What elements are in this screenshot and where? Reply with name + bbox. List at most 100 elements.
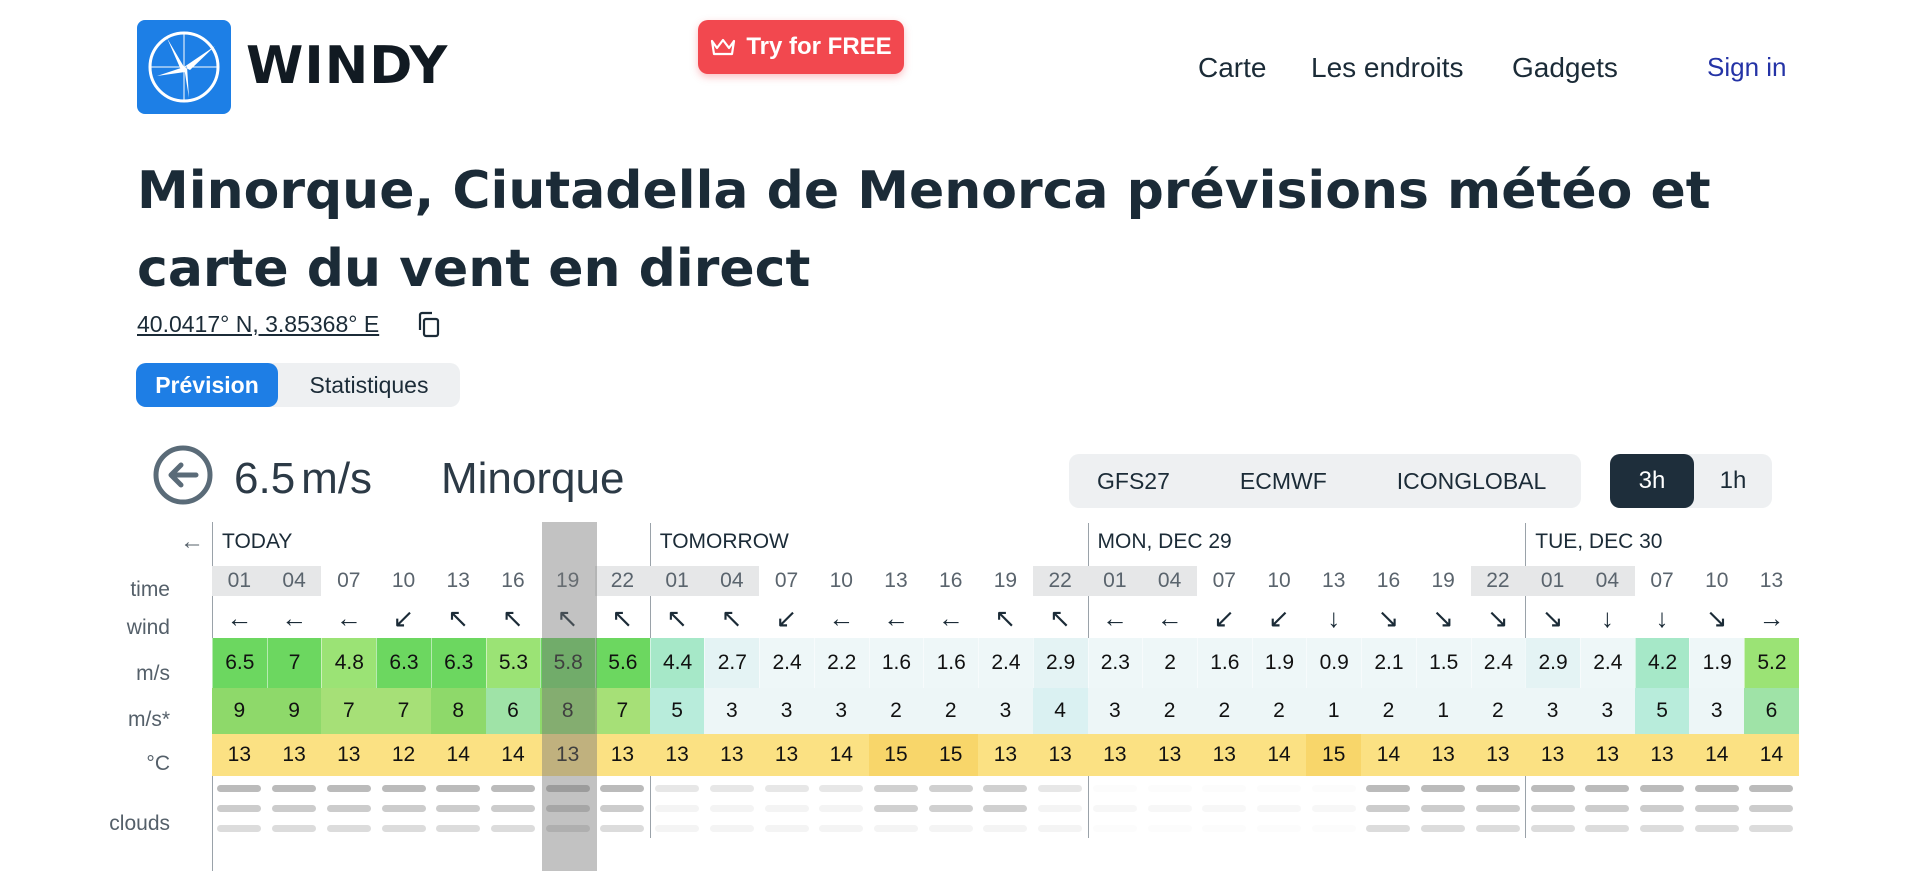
- temperature-cell: 13: [759, 734, 814, 776]
- wind-gust-cell: 6: [1744, 688, 1799, 734]
- cloud-cover-cell: [431, 778, 486, 838]
- wind-gust-cell: 5: [649, 688, 705, 734]
- temperature-cell: 13: [704, 734, 760, 776]
- cloud-layer: [1147, 804, 1192, 812]
- step-3h[interactable]: 3h: [1610, 454, 1694, 508]
- tab-prevision[interactable]: Prévision: [136, 363, 278, 407]
- wind-gust-cell: 2: [1251, 688, 1307, 734]
- wind-gust-cell: 3: [704, 688, 760, 734]
- day-label: TOMORROW: [659, 530, 789, 553]
- cloud-cover-cell: [704, 778, 759, 838]
- cloud-layer: [709, 804, 754, 812]
- hour-cell: 01: [649, 566, 705, 596]
- wind-arrow-icon: ↖: [1049, 603, 1072, 633]
- hour-cell: 07: [1212, 569, 1236, 592]
- hour-cell: 13: [1322, 569, 1346, 592]
- wind-speed-cell: 4.8: [321, 638, 377, 688]
- cloud-layer: [490, 804, 535, 812]
- day-label: MON, DEC 29: [1097, 530, 1232, 553]
- wind-arrow-icon: ↓: [1655, 603, 1669, 633]
- nav-gadgets[interactable]: Gadgets: [1512, 52, 1618, 83]
- model-gfs27[interactable]: GFS27: [1097, 467, 1170, 494]
- cloud-cover-cell: [267, 778, 322, 838]
- try-for-free-button[interactable]: Try for FREE: [698, 20, 904, 74]
- temperature-cell: 15: [868, 734, 924, 776]
- cloud-cover-cell: [1525, 778, 1580, 838]
- cloud-layer: [1257, 825, 1301, 832]
- wind-speed-cell: 1.6: [923, 638, 979, 688]
- temperature-cell: 13: [649, 734, 705, 776]
- cloud-layer: [1694, 784, 1739, 792]
- cloud-layer: [1640, 824, 1685, 832]
- hour-cell: 22: [1470, 566, 1526, 596]
- wind-arrow-icon: ↓: [1600, 603, 1614, 633]
- hour-cell: 10: [1705, 569, 1729, 592]
- cloud-layer: [490, 784, 535, 792]
- page-title: Minorque, Ciutadella de Menorca prévisio…: [137, 161, 1711, 299]
- row-label-gust: m/s*: [128, 708, 170, 731]
- cloud-layer: [1038, 824, 1083, 832]
- temperature-cell: 13: [978, 734, 1033, 776]
- cloud-layer: [1093, 825, 1137, 832]
- cloud-cover-cell: [1635, 778, 1690, 838]
- cloud-layer: [1148, 825, 1192, 832]
- temperature-cell: 14: [430, 734, 486, 776]
- cloud-layer: [764, 804, 809, 812]
- sign-in-link[interactable]: Sign in: [1707, 52, 1787, 82]
- wind-gust-cell: 5: [1634, 688, 1690, 734]
- wind-speed-cell: 2.2: [813, 638, 869, 688]
- cloud-cover-cell: [650, 778, 705, 838]
- wind-gust-cell: 7: [376, 688, 431, 734]
- hour-cell: 22: [595, 566, 650, 596]
- cloud-layer: [272, 804, 317, 812]
- copy-icon[interactable]: [415, 310, 443, 345]
- step-1h[interactable]: 1h: [1719, 467, 1747, 494]
- windy-logo[interactable]: [137, 20, 231, 114]
- temperature-cell: 14: [813, 734, 869, 776]
- cloud-layer: [1421, 784, 1466, 792]
- cloud-layer: [655, 804, 700, 812]
- wind-speed-cell: 5.6: [595, 638, 650, 688]
- tab-statistiques[interactable]: Statistiques: [309, 371, 429, 398]
- wind-direction-icon: [152, 444, 214, 511]
- cloud-layer: [1257, 785, 1301, 792]
- wind-speed-cell: 1.5: [1415, 638, 1471, 688]
- scroll-back-arrow[interactable]: ←: [180, 528, 204, 555]
- cloud-cover-cell: [1088, 778, 1143, 838]
- hour-cell: 13: [884, 569, 908, 592]
- coordinates-link[interactable]: 40.0417° N, 3.85368° E: [137, 311, 380, 337]
- wind-gust-cell: 9: [266, 688, 322, 734]
- cloud-cover-cell: [1033, 778, 1088, 838]
- cloud-layer: [1092, 804, 1137, 812]
- model-selector: GFS27 ECMWF ICONGLOBAL: [1069, 454, 1581, 508]
- nav-les-endroits[interactable]: Les endroits: [1311, 52, 1464, 83]
- brand-name[interactable]: WINDY: [246, 36, 449, 96]
- hour-cell: 07: [337, 569, 361, 592]
- cloud-cover-cell: [1580, 778, 1635, 838]
- nav-carte[interactable]: Carte: [1198, 52, 1267, 83]
- hour-cell: 01: [1525, 566, 1580, 596]
- hour-cell: 04: [1579, 566, 1635, 596]
- model-ecmwf[interactable]: ECMWF: [1239, 467, 1327, 494]
- cloud-layer: [1475, 784, 1520, 792]
- wind-arrow-icon: ↓: [1327, 603, 1341, 633]
- temperature-cell: 13: [321, 734, 377, 776]
- cloud-layer: [1202, 804, 1247, 812]
- cloud-layer: [819, 824, 864, 832]
- wind-speed-cell: 1.6: [1196, 638, 1252, 688]
- current-wind-unit: m/s: [301, 454, 373, 503]
- cloud-layer: [381, 804, 426, 812]
- wind-arrow-icon: ↖: [611, 603, 634, 633]
- cloud-cover-cell: [814, 778, 869, 838]
- temperature-row: 13 13 13 12 14 14 13 13 13 13 13 14 15 15 13 13 13 13 13 14…: [212, 734, 1799, 776]
- temperature-cell: 12: [376, 734, 431, 776]
- hour-cell: 10: [1267, 569, 1291, 592]
- cloud-cover-cell: [923, 778, 978, 838]
- cloud-layer: [1585, 784, 1630, 792]
- cloud-layer: [983, 824, 1028, 832]
- hour-cell: 04: [266, 566, 322, 596]
- model-iconglobal[interactable]: ICONGLOBAL: [1396, 467, 1547, 494]
- wind-arrow-icon: ↖: [666, 603, 688, 633]
- cloud-layer: [545, 824, 590, 832]
- cloud-layer: [1749, 804, 1794, 812]
